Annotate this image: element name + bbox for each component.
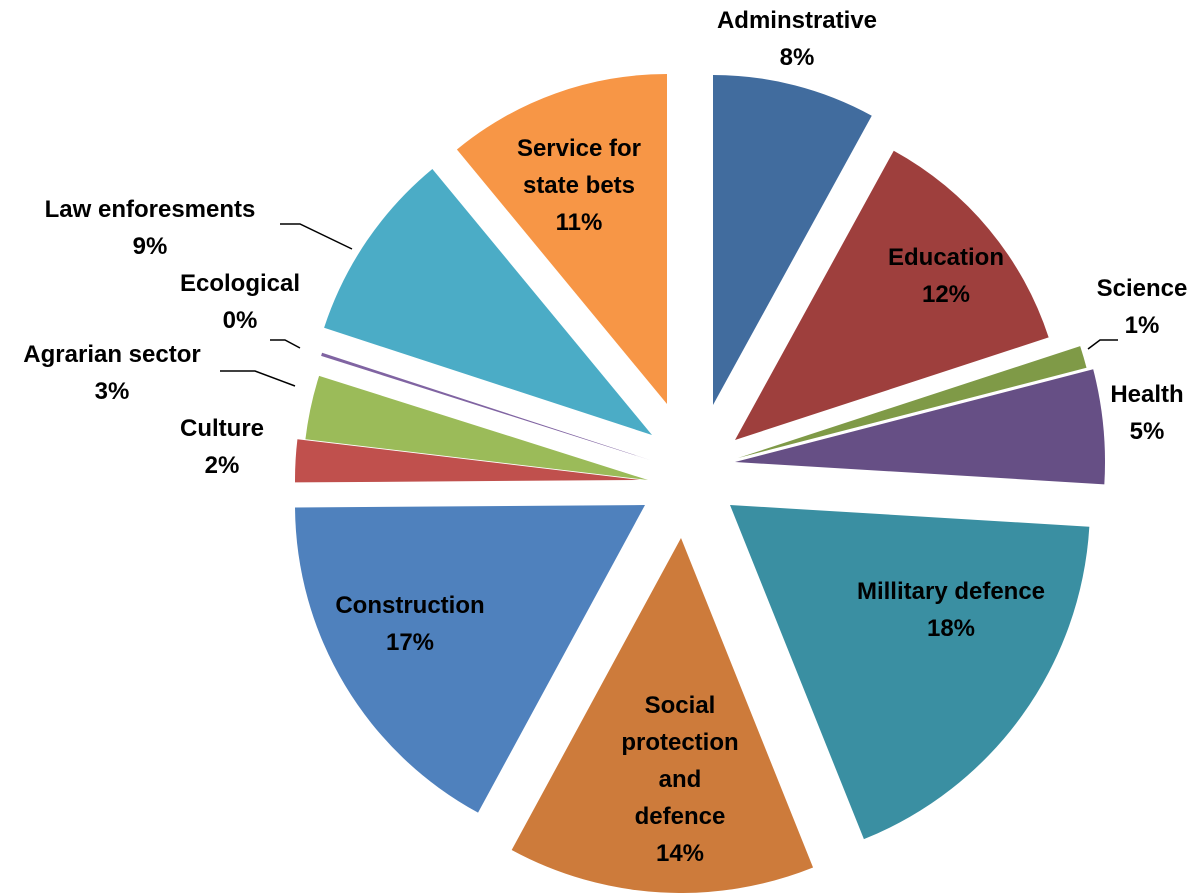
slice-name-label: Health [1110, 381, 1183, 408]
slice-percent-label: 0% [223, 307, 258, 334]
slice-label: Agrarian sector 3% [23, 341, 200, 405]
pie-slice-social-protection-and-defence [511, 538, 814, 893]
slice-percent-label: 14% [656, 840, 704, 867]
slice-label: Culture 2% [180, 415, 264, 479]
slice-percent-label: 3% [95, 378, 130, 405]
slice-label: Construction 17% [335, 592, 484, 656]
slice-percent-label: 9% [133, 233, 168, 260]
slice-percent-label: 12% [922, 281, 970, 308]
slice-name-label: and [659, 766, 702, 793]
slice-name-label: Law enforesments [45, 196, 256, 223]
slice-name-label: Ecological [180, 270, 300, 297]
slice-name-label: Education [888, 244, 1004, 271]
slice-label: Education 12% [888, 244, 1004, 308]
pie-slices [295, 74, 1106, 893]
slice-percent-label: 1% [1125, 312, 1160, 339]
slice-label: Law enforesments 9% [45, 196, 256, 260]
pie-slice-adminstrative [713, 75, 872, 405]
pie-slice-agrarian-sector [305, 375, 648, 480]
pie-slice-education [735, 150, 1049, 440]
slice-label: Social protection and defence 14% [621, 692, 738, 867]
pie-slice-ecological [321, 352, 650, 460]
leader-line [220, 370, 296, 387]
slice-name-label: Millitary defence [857, 578, 1045, 605]
slice-name-label: Science [1097, 275, 1188, 302]
slice-name-label: Culture [180, 415, 264, 442]
slice-name-label: Adminstrative [717, 7, 877, 34]
pie-slice-culture [295, 439, 640, 483]
leader-line [280, 223, 353, 250]
slice-label: Millitary defence 18% [857, 578, 1045, 642]
slice-name-label: state bets [523, 172, 635, 199]
slice-labels: Adminstrative 8% Education 12% Science 1% Heal… [23, 7, 1187, 867]
slice-label: Science 1% [1097, 275, 1188, 339]
slice-name-label: Construction [335, 592, 484, 619]
slice-name-label: Service for [517, 135, 641, 162]
leader-line [1087, 339, 1118, 350]
slice-name-label: Social [645, 692, 716, 719]
slice-percent-label: 18% [927, 615, 975, 642]
slice-name-label: defence [635, 803, 726, 830]
slice-label: Adminstrative 8% [717, 7, 877, 71]
slice-label: Health 5% [1110, 381, 1183, 445]
pie-slice-science [738, 346, 1087, 458]
slice-percent-label: 5% [1130, 418, 1165, 445]
leader-lines [220, 223, 1118, 387]
slice-percent-label: 11% [556, 209, 603, 236]
pie-slice-construction [295, 505, 645, 813]
slice-percent-label: 17% [386, 629, 434, 656]
pie-slice-service-for-state-bets [456, 74, 667, 404]
pie-slice-health [735, 369, 1106, 485]
leader-line [270, 339, 301, 349]
pie-slice-millitary-defence [730, 505, 1090, 840]
slice-label: Service for state bets 11% [517, 135, 641, 236]
slice-name-label: protection [621, 729, 738, 756]
slice-label: Ecological 0% [180, 270, 300, 334]
slice-percent-label: 8% [780, 44, 815, 71]
slice-percent-label: 2% [205, 452, 240, 479]
slice-name-label: Agrarian sector [23, 341, 200, 368]
pie-slice-law-enforesments [324, 168, 652, 435]
